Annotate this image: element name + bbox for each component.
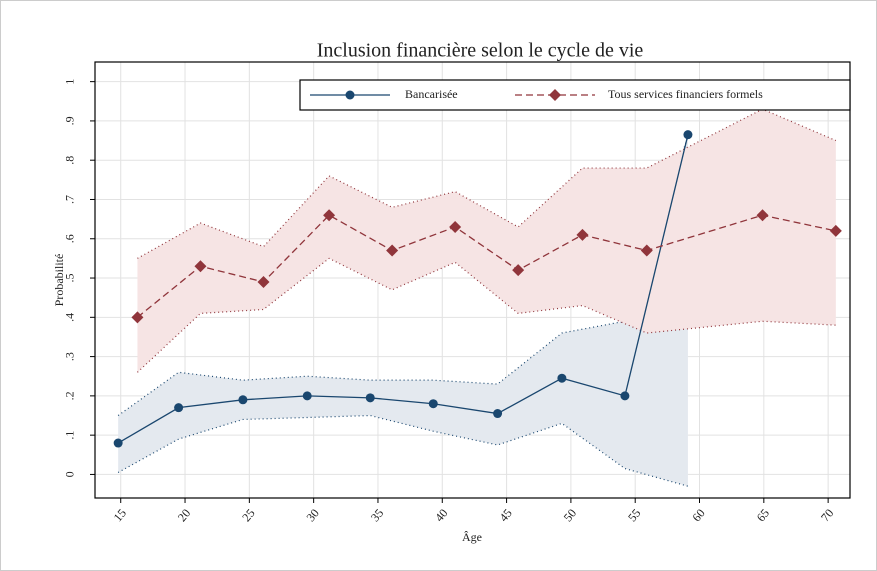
legend-marker — [549, 89, 561, 101]
chart-title: Inclusion financière selon le cycle de v… — [317, 40, 644, 62]
legend-label: Bancarisée — [405, 87, 458, 101]
marker — [557, 373, 567, 383]
legend-label: Tous services financiers formels — [608, 87, 763, 101]
marker — [323, 209, 336, 222]
legend-marker — [345, 90, 355, 100]
plot — [113, 108, 842, 487]
marker — [113, 438, 123, 448]
y-tick-label: .7 — [63, 195, 77, 204]
y-axis-label: Probabilité — [52, 254, 66, 307]
y-tick-label: 0 — [63, 471, 77, 477]
x-axis-label: Âge — [462, 530, 482, 544]
band-edge — [117, 414, 689, 487]
marker — [365, 393, 375, 403]
marker — [386, 244, 399, 257]
marker — [683, 130, 693, 140]
y-tick-label: .4 — [63, 313, 77, 322]
marker — [756, 209, 769, 222]
marker — [174, 403, 184, 413]
marker — [257, 275, 270, 288]
y-tick-label: .8 — [63, 156, 77, 165]
y-tick-label: .1 — [63, 431, 77, 440]
series-line — [117, 134, 689, 444]
y-tick-label: .2 — [63, 391, 77, 400]
marker — [576, 228, 589, 241]
y-tick-label: .5 — [63, 274, 77, 283]
marker — [640, 244, 653, 257]
y-tick-label: 1 — [63, 79, 77, 85]
marker — [829, 224, 842, 237]
marker — [428, 399, 438, 409]
marker — [238, 395, 248, 405]
marker — [194, 260, 207, 273]
marker — [620, 391, 630, 401]
marker — [302, 391, 312, 401]
band-edge — [137, 257, 836, 373]
marker — [493, 409, 503, 419]
marker — [512, 264, 525, 277]
band-edge — [117, 136, 689, 417]
confidence-band — [137, 109, 836, 373]
marker — [131, 311, 144, 324]
y-tick-label: .9 — [63, 116, 77, 125]
y-tick-label: .6 — [63, 234, 77, 243]
y-tick-label: .3 — [63, 352, 77, 361]
marker — [449, 220, 462, 233]
plot-frame — [94, 61, 851, 499]
